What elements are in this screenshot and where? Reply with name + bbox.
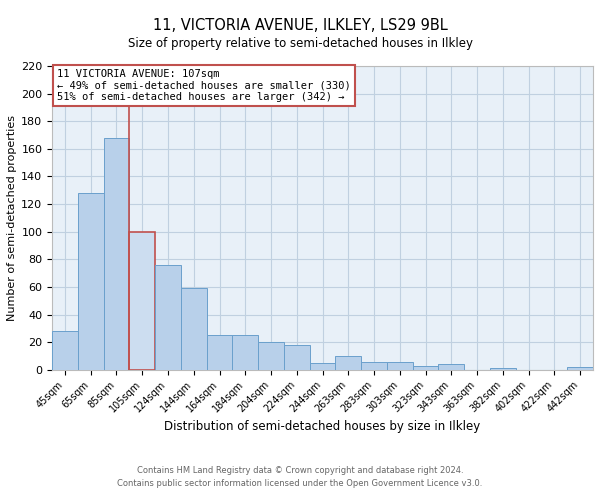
- Bar: [232, 336, 258, 370]
- Bar: [104, 138, 130, 370]
- Bar: [206, 336, 232, 370]
- Text: Contains HM Land Registry data © Crown copyright and database right 2024.
Contai: Contains HM Land Registry data © Crown c…: [118, 466, 482, 487]
- X-axis label: Distribution of semi-detached houses by size in Ilkley: Distribution of semi-detached houses by …: [164, 420, 481, 433]
- Bar: [387, 362, 413, 370]
- Bar: [310, 363, 335, 370]
- Bar: [258, 342, 284, 370]
- Bar: [130, 232, 155, 370]
- Y-axis label: Number of semi-detached properties: Number of semi-detached properties: [7, 115, 17, 321]
- Bar: [335, 356, 361, 370]
- Bar: [181, 288, 206, 370]
- Bar: [490, 368, 516, 370]
- Bar: [567, 367, 593, 370]
- Bar: [52, 331, 78, 370]
- Bar: [78, 193, 104, 370]
- Text: 11 VICTORIA AVENUE: 107sqm
← 49% of semi-detached houses are smaller (330)
51% o: 11 VICTORIA AVENUE: 107sqm ← 49% of semi…: [58, 69, 351, 102]
- Bar: [439, 364, 464, 370]
- Bar: [361, 362, 387, 370]
- Bar: [155, 265, 181, 370]
- Bar: [413, 366, 439, 370]
- Bar: [284, 345, 310, 370]
- Text: 11, VICTORIA AVENUE, ILKLEY, LS29 9BL: 11, VICTORIA AVENUE, ILKLEY, LS29 9BL: [152, 18, 448, 32]
- Text: Size of property relative to semi-detached houses in Ilkley: Size of property relative to semi-detach…: [128, 38, 473, 51]
